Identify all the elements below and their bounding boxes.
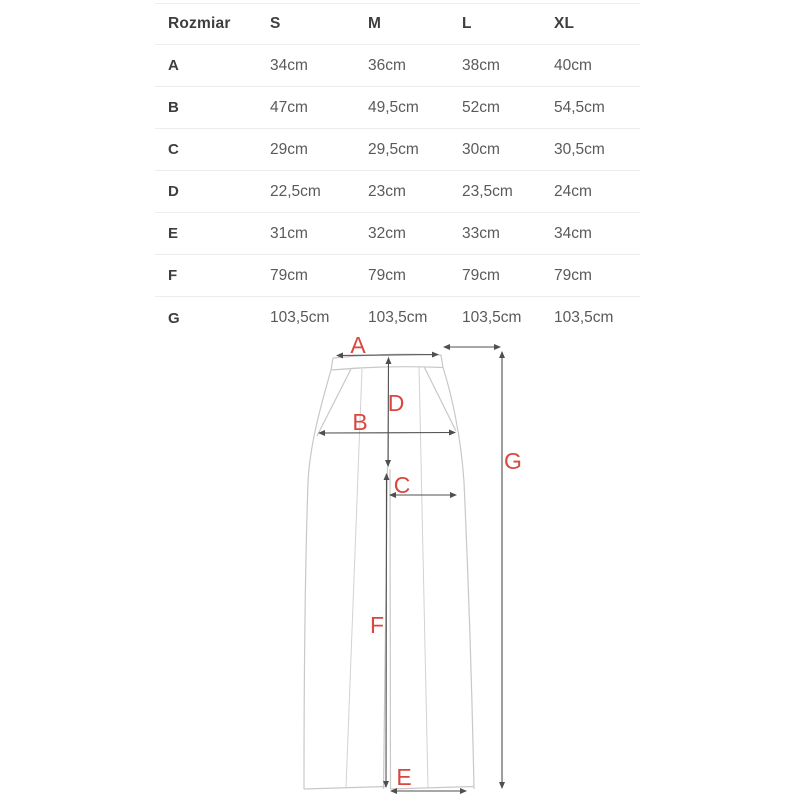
measure-line-B [318, 429, 456, 436]
measure-line-A [336, 351, 439, 359]
row-label: F [168, 267, 178, 284]
size-column-m: M [368, 15, 382, 32]
cell-value: 38cm [462, 56, 500, 74]
cell-value: 49,5cm [368, 98, 419, 116]
cell-value: 79cm [554, 266, 592, 284]
cell-value: 30,5cm [554, 140, 605, 158]
table-row: B 47cm 49,5cm 52cm 54,5cm [155, 87, 640, 129]
cell-value: 36cm [368, 56, 406, 74]
cell-value: 47cm [270, 98, 308, 116]
cell-value: 29cm [270, 140, 308, 158]
table-row: D 22,5cm 23cm 23,5cm 24cm [155, 171, 640, 213]
label-B: B [352, 409, 367, 435]
right-crease-line [418, 365, 429, 789]
label-C: C [394, 472, 411, 498]
size-table-header-label: Rozmiar [168, 15, 231, 32]
table-row: G 103,5cm 103,5cm 103,5cm 103,5cm [155, 297, 640, 339]
right-inseam [389, 468, 392, 790]
table-row: E 31cm 32cm 33cm 34cm [155, 213, 640, 255]
measure-line-D [385, 357, 392, 467]
left-hem-line [303, 785, 387, 790]
right-outer-seam [442, 367, 475, 790]
row-label: E [168, 225, 179, 242]
cell-value: 24cm [554, 182, 592, 200]
waistband-left-edge [330, 357, 334, 371]
trousers-outline [303, 353, 475, 790]
measurement-lines [318, 344, 505, 794]
row-label: C [168, 141, 179, 158]
cell-value: 32cm [368, 224, 406, 242]
cell-value: 103,5cm [368, 309, 428, 326]
size-column-xl: XL [554, 15, 575, 32]
cell-value: 79cm [462, 266, 500, 284]
table-row: A 34cm 36cm 38cm 40cm [155, 45, 640, 87]
measure-line-F [383, 473, 390, 788]
size-table: Rozmiar S M L XL A 34cm 36cm 38cm 40cm B… [155, 3, 640, 339]
row-label: A [168, 57, 179, 74]
table-row: C 29cm 29,5cm 30cm 30,5cm [155, 129, 640, 171]
cell-value: 103,5cm [462, 309, 522, 326]
cell-value: 79cm [270, 266, 308, 284]
cell-value: 23cm [368, 182, 406, 200]
left-outer-seam [303, 369, 332, 790]
cell-value: 52cm [462, 98, 500, 116]
cell-value: 30cm [462, 140, 500, 158]
label-G: G [504, 448, 522, 474]
table-row: F 79cm 79cm 79cm 79cm [155, 255, 640, 297]
cell-value: 103,5cm [554, 309, 614, 326]
cell-value: 33cm [462, 224, 500, 242]
label-F: F [370, 612, 384, 638]
row-label: B [168, 99, 179, 116]
label-E: E [396, 764, 411, 790]
waistband-right-edge [440, 354, 444, 368]
cell-value: 103,5cm [270, 309, 330, 326]
size-column-l: L [462, 15, 472, 32]
cell-value: 34cm [554, 224, 592, 242]
measurement-labels: A B C D E F G [350, 332, 522, 790]
cell-value: 29,5cm [368, 140, 419, 158]
cell-value: 34cm [270, 56, 308, 74]
cell-value: 79cm [368, 266, 406, 284]
waistband-bottom-line [330, 366, 444, 371]
row-label: D [168, 183, 179, 200]
cell-value: 54,5cm [554, 98, 605, 116]
label-D: D [388, 390, 405, 416]
row-label: G [168, 309, 180, 327]
cell-value: 22,5cm [270, 182, 321, 200]
label-A: A [350, 332, 366, 358]
size-table-header-row: Rozmiar S M L XL [155, 4, 640, 45]
right-pocket-line [423, 366, 457, 432]
left-pocket-line [316, 368, 352, 437]
left-crease-line [345, 368, 363, 789]
cell-value: 40cm [554, 56, 592, 74]
cell-value: 31cm [270, 224, 308, 242]
cell-value: 23,5cm [462, 182, 513, 200]
size-column-s: S [270, 15, 281, 32]
